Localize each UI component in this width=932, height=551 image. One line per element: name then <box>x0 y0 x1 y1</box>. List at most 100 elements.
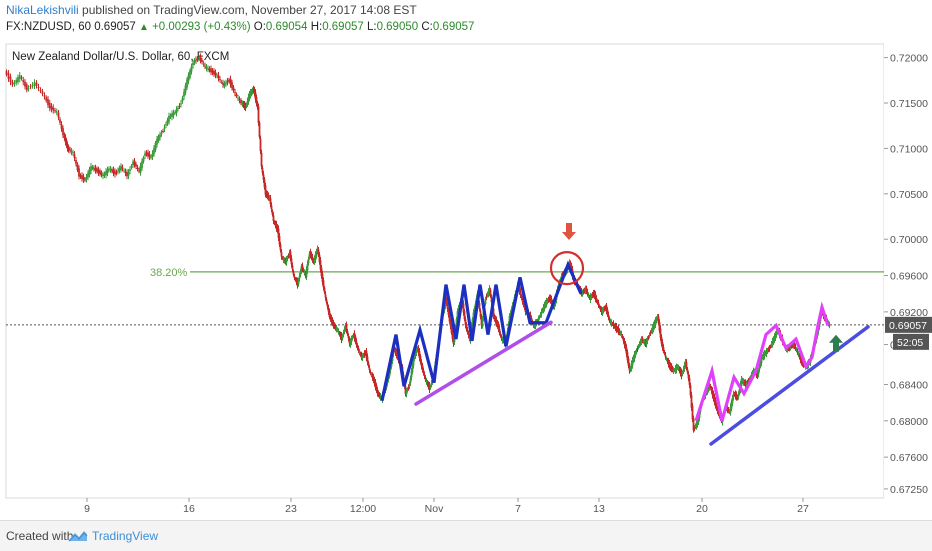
candle-body <box>746 381 749 384</box>
candle-body <box>320 267 323 277</box>
candle-body <box>524 307 527 313</box>
candle-body <box>189 70 191 78</box>
candle-body <box>187 75 190 82</box>
candle-body <box>738 389 741 394</box>
tradingview-brand[interactable]: TradingView <box>92 529 159 543</box>
candle-body <box>297 280 300 285</box>
x-tick-label: 12:00 <box>350 503 376 515</box>
candle-body <box>63 135 66 138</box>
candle-body <box>467 333 470 335</box>
symbol-label[interactable]: FX:NZDUSD, 60 <box>6 21 91 33</box>
candle-body <box>166 120 169 124</box>
candle-body <box>33 82 36 86</box>
candle-body <box>775 332 778 336</box>
candle-body <box>225 82 227 84</box>
candle-body <box>262 174 265 180</box>
candle-body <box>243 103 246 108</box>
candle-body <box>649 332 652 334</box>
candle-body <box>463 310 466 320</box>
candle-body <box>361 355 364 359</box>
high-value: 0.69057 <box>322 21 364 33</box>
candle-body <box>317 249 320 255</box>
candle-body <box>301 265 304 270</box>
candle-body <box>127 172 130 177</box>
candle-body <box>328 310 331 317</box>
candle-body <box>213 70 215 75</box>
x-tick-label: 23 <box>285 503 297 515</box>
y-tick-label: 0.72000 <box>890 53 928 65</box>
candle-body <box>103 173 106 176</box>
candle-body <box>330 317 333 322</box>
candle-body <box>394 350 397 353</box>
candle-body <box>54 110 56 112</box>
candle-body <box>275 224 278 229</box>
candle-body <box>368 367 371 371</box>
candle-body <box>616 328 619 331</box>
candle-body <box>633 354 636 359</box>
candle-body <box>315 251 318 257</box>
candle-body <box>292 271 295 275</box>
candle-body <box>359 353 362 355</box>
candle-body <box>678 368 681 371</box>
candle-body <box>657 316 660 324</box>
candle-body <box>686 369 689 373</box>
candle-body <box>118 168 121 171</box>
candle-body <box>547 299 550 301</box>
candle-body <box>664 355 667 357</box>
candle-body <box>622 339 625 341</box>
candle-body <box>378 395 381 397</box>
candle-body <box>294 279 297 281</box>
candle-body <box>5 71 8 75</box>
candle-body <box>293 276 296 278</box>
candle-body <box>171 113 173 118</box>
candle-body <box>366 356 369 363</box>
candle-body <box>569 262 572 267</box>
candle-body <box>592 293 595 295</box>
candle-body <box>509 313 512 316</box>
candle-body <box>246 100 249 104</box>
candle-body <box>732 394 735 398</box>
candle-body <box>396 353 399 358</box>
candle-body <box>299 271 302 275</box>
candle-body <box>601 310 604 314</box>
price-chart[interactable]: New Zealand Dollar/U.S. Dollar, 60, FXCM… <box>0 40 932 520</box>
candle-body <box>240 100 242 104</box>
candle-body <box>346 331 349 335</box>
candle-body <box>451 330 454 339</box>
candle-body <box>339 334 342 338</box>
candle-body <box>181 98 184 102</box>
blue-zigzag-pattern <box>380 260 583 402</box>
candle-body <box>644 342 647 344</box>
candle-body <box>329 316 332 319</box>
candle-body <box>425 381 428 383</box>
candle-body <box>291 265 294 270</box>
candle-body <box>306 263 309 271</box>
candle-body <box>76 164 79 171</box>
candle-body <box>263 179 266 188</box>
candle-body <box>245 104 248 106</box>
candle-body <box>410 371 413 378</box>
candle-body <box>641 339 644 341</box>
candle-body <box>707 385 710 391</box>
candle-body <box>412 356 415 366</box>
candle-body <box>353 333 356 339</box>
candle-body <box>561 274 564 276</box>
candle-body <box>684 361 687 367</box>
author-link[interactable]: NikaLekishvili <box>6 3 79 17</box>
candle-body <box>79 175 82 177</box>
candle-body <box>274 223 277 226</box>
candle-body <box>635 351 638 353</box>
candle-body <box>202 63 205 65</box>
candle-body <box>337 331 340 333</box>
candle-body <box>498 329 501 333</box>
candle-body <box>712 393 715 399</box>
candle-body <box>57 112 60 118</box>
candle-body <box>456 311 459 322</box>
candle-body <box>325 299 328 303</box>
tradingview-logo-icon <box>68 531 88 542</box>
candle-body <box>676 366 679 368</box>
candle-body <box>112 169 115 174</box>
candle-body <box>13 83 16 85</box>
y-tick-label: 0.68000 <box>890 416 928 428</box>
candle-body <box>29 86 32 88</box>
